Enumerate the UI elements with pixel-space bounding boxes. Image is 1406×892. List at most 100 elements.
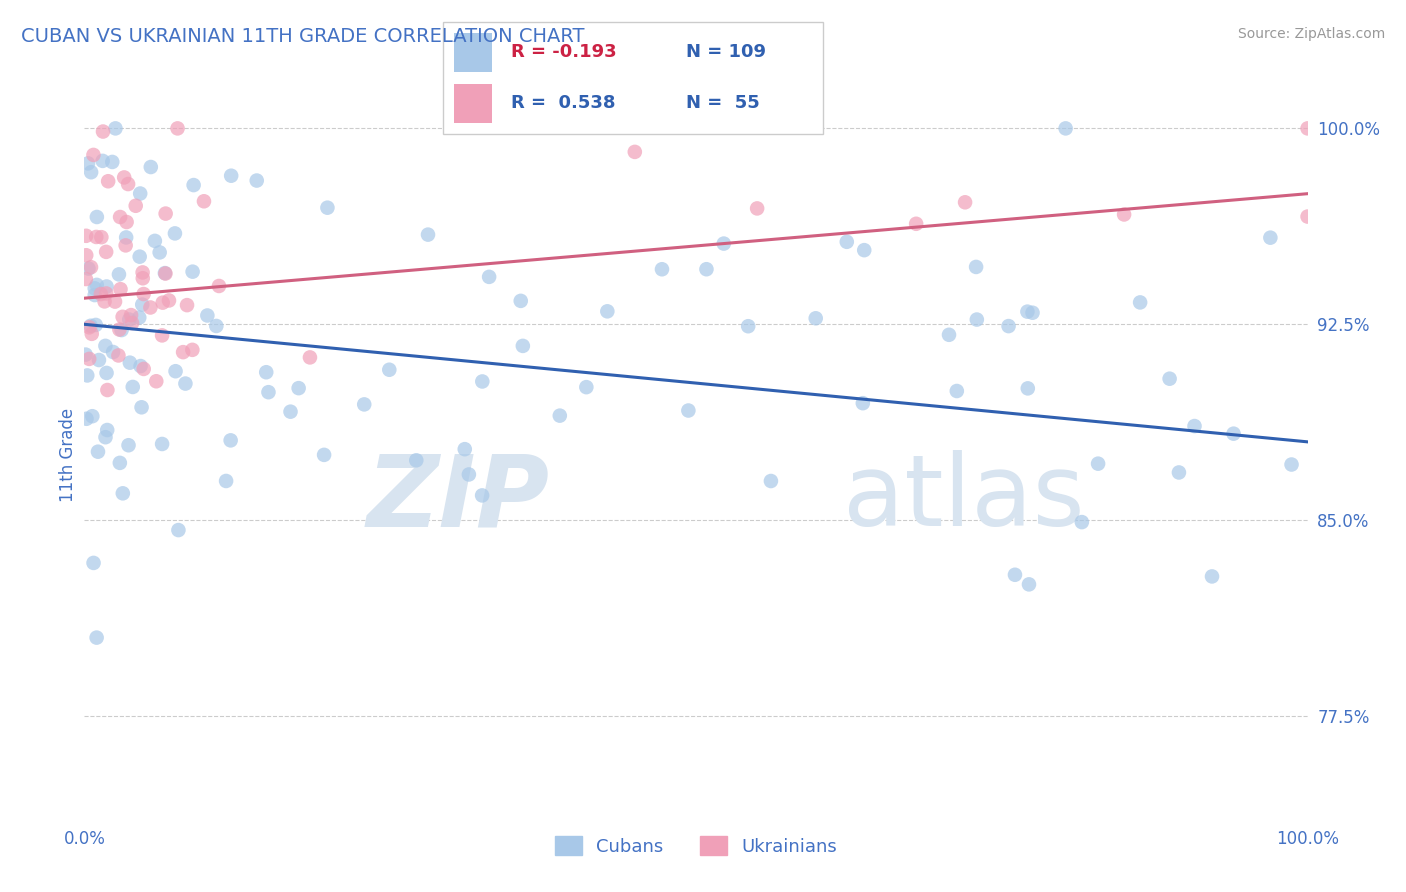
Point bbox=[298, 351, 321, 365]
Point bbox=[86, 210, 108, 224]
Point bbox=[257, 385, 280, 400]
Point bbox=[83, 288, 105, 302]
Point bbox=[93, 294, 115, 309]
Point bbox=[128, 250, 150, 264]
Point bbox=[678, 403, 700, 417]
Point bbox=[157, 293, 180, 308]
Point bbox=[966, 312, 988, 326]
Point bbox=[150, 437, 173, 451]
Point bbox=[120, 308, 142, 322]
Point bbox=[75, 272, 97, 286]
Point bbox=[163, 227, 186, 241]
Point bbox=[747, 202, 769, 216]
Point bbox=[457, 467, 479, 482]
Point bbox=[125, 199, 148, 213]
Point bbox=[96, 286, 118, 301]
Point bbox=[1070, 515, 1092, 529]
Point bbox=[110, 323, 132, 337]
Point bbox=[96, 366, 118, 380]
Point bbox=[97, 174, 120, 188]
Point bbox=[1159, 372, 1181, 386]
Point bbox=[246, 173, 269, 187]
Point bbox=[651, 262, 673, 277]
Point bbox=[75, 248, 97, 262]
Point bbox=[378, 363, 401, 377]
Point bbox=[75, 228, 97, 243]
Point bbox=[208, 279, 231, 293]
Point bbox=[82, 409, 104, 424]
Point bbox=[1184, 419, 1206, 434]
Point bbox=[172, 345, 194, 359]
Text: R = -0.193: R = -0.193 bbox=[512, 44, 617, 62]
Point bbox=[104, 294, 127, 309]
Point bbox=[405, 453, 427, 467]
Point bbox=[91, 153, 114, 168]
Point bbox=[111, 310, 134, 324]
Point bbox=[280, 405, 302, 419]
Text: Source: ZipAtlas.com: Source: ZipAtlas.com bbox=[1237, 27, 1385, 41]
Point bbox=[107, 348, 129, 362]
Point bbox=[471, 375, 494, 389]
Point bbox=[1129, 295, 1152, 310]
Point bbox=[713, 236, 735, 251]
Point bbox=[353, 397, 375, 411]
Point bbox=[117, 177, 139, 191]
Point bbox=[1021, 306, 1043, 320]
Point bbox=[193, 194, 215, 209]
Point bbox=[1167, 466, 1189, 480]
Point bbox=[83, 556, 105, 570]
Point bbox=[132, 271, 155, 285]
Point bbox=[1018, 577, 1040, 591]
Point bbox=[149, 245, 172, 260]
Point bbox=[165, 364, 187, 378]
Point bbox=[152, 295, 174, 310]
Point bbox=[86, 277, 108, 292]
Point bbox=[121, 380, 143, 394]
Point bbox=[953, 195, 976, 210]
Point bbox=[79, 318, 101, 333]
Point bbox=[1296, 210, 1319, 224]
Point bbox=[110, 282, 132, 296]
Point bbox=[118, 312, 141, 326]
Y-axis label: 11th Grade: 11th Grade bbox=[59, 408, 77, 502]
Point bbox=[181, 265, 204, 279]
Point bbox=[1296, 121, 1319, 136]
Point bbox=[131, 265, 153, 279]
Point bbox=[1087, 457, 1109, 471]
Point bbox=[596, 304, 619, 318]
Point bbox=[108, 210, 131, 224]
Point bbox=[87, 444, 110, 458]
Point bbox=[1260, 230, 1282, 244]
Point bbox=[79, 320, 101, 334]
Point bbox=[115, 230, 138, 244]
Point bbox=[96, 423, 118, 437]
Point bbox=[205, 318, 228, 333]
Point bbox=[835, 235, 858, 249]
Text: R =  0.538: R = 0.538 bbox=[512, 94, 616, 112]
Point bbox=[132, 362, 155, 376]
Point bbox=[1054, 121, 1077, 136]
Point bbox=[316, 201, 339, 215]
Point bbox=[94, 430, 117, 444]
Point bbox=[254, 365, 277, 379]
FancyBboxPatch shape bbox=[454, 84, 492, 123]
Point bbox=[108, 268, 131, 282]
Point bbox=[997, 319, 1019, 334]
Point bbox=[155, 206, 177, 220]
Point bbox=[96, 279, 118, 293]
Point bbox=[219, 169, 242, 183]
Point bbox=[115, 215, 138, 229]
Point bbox=[471, 488, 494, 502]
Point bbox=[80, 165, 103, 179]
Text: N =  55: N = 55 bbox=[686, 94, 759, 112]
Point bbox=[1017, 381, 1039, 395]
Point bbox=[104, 121, 127, 136]
Point bbox=[77, 156, 100, 170]
Point bbox=[166, 121, 188, 136]
Text: ZIP: ZIP bbox=[366, 450, 550, 548]
Point bbox=[84, 230, 107, 244]
FancyBboxPatch shape bbox=[454, 34, 492, 72]
Point bbox=[150, 328, 173, 343]
Point bbox=[77, 261, 100, 276]
Point bbox=[174, 376, 197, 391]
